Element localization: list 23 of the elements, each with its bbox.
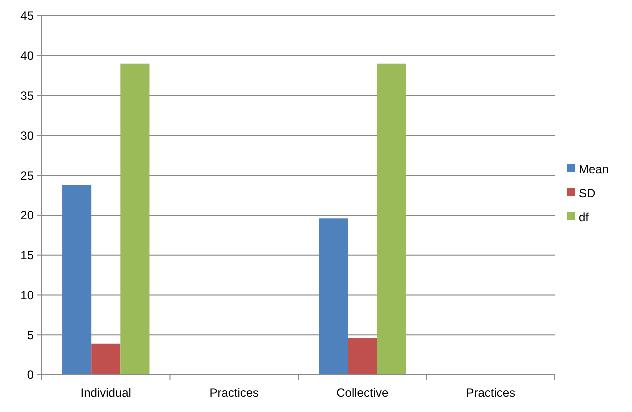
bar [120,64,150,375]
y-tick-label: 45 [20,9,34,24]
bar [92,344,121,375]
x-tick-label: Practices [466,386,516,400]
y-tick-label: 10 [20,288,34,302]
y-tick-label: 30 [20,128,34,143]
y-tick-label: 40 [20,49,34,64]
y-tick-label: 35 [20,88,34,103]
x-tick-label: Individual [80,386,132,400]
x-tick-label: Collective [336,386,389,400]
bar [377,64,406,375]
y-tick-label: 0 [27,368,34,382]
y-tick-label: 25 [20,168,34,183]
legend-label: df [579,210,590,225]
y-tick-label: 15 [20,248,34,263]
bar [62,185,92,375]
legend-label: SD [579,186,596,201]
legend-label: Mean [579,162,610,177]
x-tick-label: Practices [210,386,260,400]
bar [348,338,378,375]
y-tick-label: 5 [27,328,34,342]
bar [319,218,348,375]
y-tick-label: 20 [20,208,34,223]
